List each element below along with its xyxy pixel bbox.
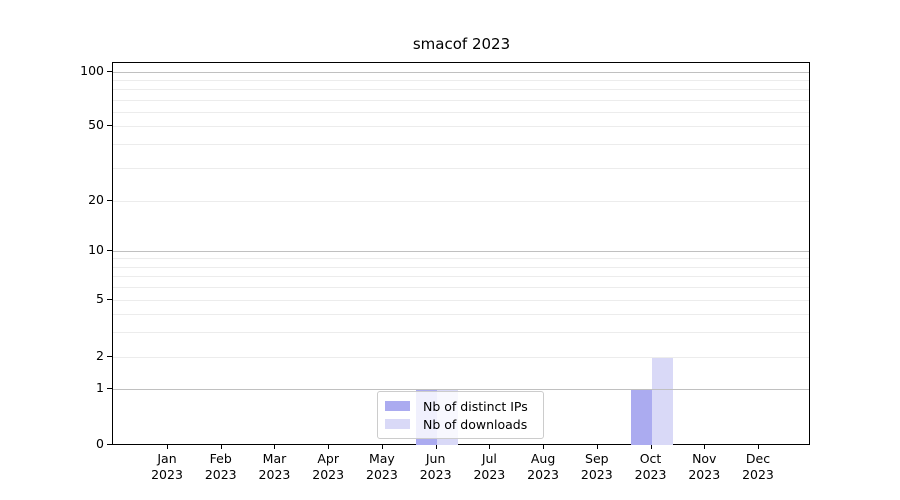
x-tick-month: Aug bbox=[530, 451, 556, 466]
gridline-minor bbox=[113, 126, 809, 127]
x-tick-month: Jun bbox=[425, 451, 446, 466]
x-tick-month: Jul bbox=[481, 451, 497, 466]
plot-area bbox=[112, 62, 810, 445]
x-tick-label: Apr 2023 bbox=[296, 451, 360, 483]
legend-item-downloads: Nb of downloads bbox=[385, 415, 535, 433]
x-tick-year: 2023 bbox=[312, 467, 345, 482]
x-tick-mark bbox=[543, 445, 545, 449]
y-tick-mark bbox=[107, 125, 112, 126]
x-tick-mark bbox=[274, 445, 276, 449]
x-tick-label: Jan 2023 bbox=[135, 451, 199, 483]
x-tick-year: 2023 bbox=[473, 467, 506, 482]
x-tick-year: 2023 bbox=[366, 467, 398, 482]
x-tick-year: 2023 bbox=[204, 467, 237, 482]
bar-oct-s1 bbox=[651, 357, 673, 445]
x-tick-month: May bbox=[368, 451, 395, 466]
gridline-minor bbox=[113, 287, 809, 289]
x-tick-mark bbox=[596, 445, 598, 449]
gridline-minor bbox=[113, 167, 809, 169]
x-tick-month: Nov bbox=[692, 451, 717, 466]
y-tick-label: 2 bbox=[96, 348, 104, 363]
gridline-minor bbox=[113, 258, 809, 260]
x-tick-month: Feb bbox=[209, 451, 232, 466]
gridline-major bbox=[113, 251, 809, 252]
gridline-minor bbox=[113, 144, 809, 146]
gridline-minor bbox=[113, 357, 809, 358]
legend-swatch-distinct-ips bbox=[385, 401, 410, 411]
chart-title: smacof 2023 bbox=[412, 35, 511, 53]
legend-label-distinct-ips: Nb of distinct IPs bbox=[423, 398, 528, 414]
gridline-major bbox=[113, 389, 809, 390]
y-tick-mark bbox=[107, 356, 112, 357]
y-tick-label: 10 bbox=[88, 242, 104, 257]
legend-item-distinct-ips: Nb of distinct IPs bbox=[385, 397, 535, 415]
x-tick-mark bbox=[757, 445, 759, 449]
y-tick-label: 1 bbox=[96, 380, 104, 395]
x-tick-month: Jan bbox=[157, 451, 177, 466]
gridline-minor bbox=[113, 300, 809, 301]
gridline-minor bbox=[113, 80, 809, 82]
y-tick-mark bbox=[107, 388, 112, 389]
gridline-minor bbox=[113, 313, 809, 315]
x-tick-mark bbox=[167, 445, 168, 449]
x-tick-mark bbox=[489, 445, 491, 449]
y-tick-mark bbox=[107, 299, 112, 300]
y-tick-label: 5 bbox=[96, 291, 104, 306]
y-tick-mark bbox=[107, 444, 112, 445]
x-tick-year: 2023 bbox=[742, 467, 774, 482]
x-tick-label: Jul 2023 bbox=[457, 451, 521, 483]
x-tick-label: Jun 2023 bbox=[404, 451, 468, 483]
x-tick-label: Dec 2023 bbox=[726, 451, 790, 483]
x-tick-mark bbox=[220, 445, 222, 449]
x-tick-year: 2023 bbox=[151, 467, 183, 482]
x-tick-label: Oct 2023 bbox=[619, 451, 683, 483]
x-tick-year: 2023 bbox=[419, 467, 452, 482]
x-tick-month: Apr bbox=[317, 451, 339, 466]
x-tick-label: May 2023 bbox=[350, 451, 414, 483]
legend-swatch-downloads bbox=[385, 419, 410, 429]
x-tick-mark bbox=[381, 445, 383, 449]
x-tick-year: 2023 bbox=[580, 467, 613, 482]
x-tick-year: 2023 bbox=[527, 467, 559, 482]
x-tick-mark bbox=[435, 445, 437, 449]
gridline-minor bbox=[113, 89, 809, 91]
x-tick-year: 2023 bbox=[688, 467, 721, 482]
legend-label-downloads: Nb of downloads bbox=[423, 416, 528, 432]
y-tick-mark bbox=[107, 71, 112, 72]
x-tick-mark bbox=[328, 445, 330, 449]
x-tick-mark bbox=[704, 445, 706, 449]
x-tick-month: Oct bbox=[639, 451, 662, 466]
x-tick-label: Mar 2023 bbox=[242, 451, 306, 483]
gridline-minor bbox=[113, 111, 809, 113]
y-tick-label: 50 bbox=[88, 117, 104, 132]
y-tick-label: 0 bbox=[96, 436, 104, 451]
x-tick-mark bbox=[650, 445, 652, 449]
y-tick-label: 100 bbox=[80, 63, 104, 78]
gridline-minor bbox=[113, 99, 809, 101]
x-tick-label: Nov 2023 bbox=[672, 451, 736, 483]
x-tick-label: Sep 2023 bbox=[565, 451, 629, 483]
y-tick-label: 20 bbox=[88, 192, 104, 207]
y-tick-mark bbox=[107, 250, 112, 251]
gridline-minor bbox=[113, 201, 809, 202]
legend: Nb of distinct IPs Nb of downloads bbox=[377, 391, 544, 439]
x-tick-month: Sep bbox=[585, 451, 609, 466]
y-tick-mark bbox=[107, 200, 112, 201]
x-tick-year: 2023 bbox=[258, 467, 291, 482]
x-tick-year: 2023 bbox=[634, 467, 667, 482]
gridline-major bbox=[113, 72, 809, 73]
x-tick-month: Dec bbox=[745, 451, 771, 466]
gridline-minor bbox=[113, 331, 809, 333]
bar-oct-s0 bbox=[630, 389, 652, 445]
x-tick-month: Mar bbox=[262, 451, 287, 466]
gridline-minor bbox=[113, 266, 809, 268]
gridline-minor bbox=[113, 276, 809, 278]
x-tick-label: Aug 2023 bbox=[511, 451, 575, 483]
x-tick-label: Feb 2023 bbox=[189, 451, 253, 483]
